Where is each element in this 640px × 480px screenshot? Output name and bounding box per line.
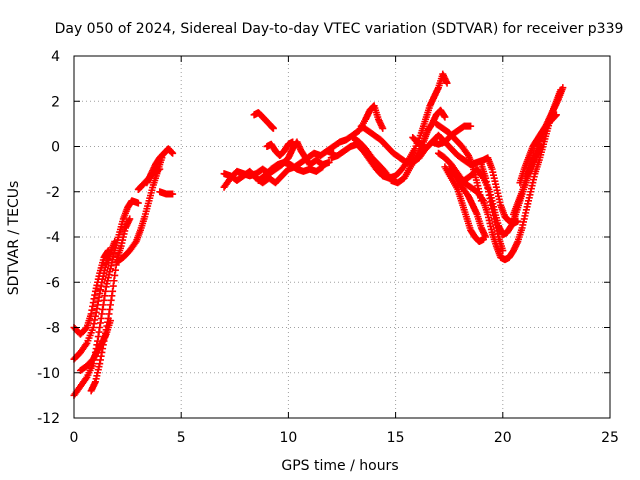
data-point [477,197,485,205]
y-tick-label: 0 [51,140,60,156]
data-point [467,122,475,130]
data-point [289,138,297,146]
data-point [156,165,164,173]
data-point [269,124,277,132]
data-point [82,341,90,349]
x-tick-label: 25 [601,430,619,446]
x-tick-label: 20 [494,430,512,446]
data-point [552,111,560,119]
axis-ticks [73,55,611,419]
y-axis-label: SDTVAR / TECUs [6,181,22,296]
data-point [559,84,567,92]
y-tick-label: -6 [46,275,60,291]
data-point [499,247,507,255]
y-tick-label: -8 [46,321,60,337]
x-axis-label: GPS time / hours [281,458,398,474]
data-point [82,375,90,383]
data-point [104,247,112,255]
y-tick-label: -2 [46,185,60,201]
data-point [319,163,327,171]
y-tick-labels: -12 -10 -8 -6 -4 -2 0 2 4 [37,49,60,427]
data-point [126,215,134,223]
y-tick-label: 2 [51,94,60,110]
data-point [169,190,177,198]
data-point [441,113,449,121]
data-points [70,70,567,399]
data-point [169,149,177,157]
chart-title: Day 050 of 2024, Sidereal Day-to-day VTE… [55,21,624,37]
y-tick-label: -12 [37,411,60,427]
y-tick-label: 4 [51,49,60,65]
x-tick-label: 5 [177,430,186,446]
data-point [111,238,119,246]
x-tick-label: 15 [387,430,405,446]
x-tick-labels: 0 5 10 15 20 25 [70,430,619,446]
x-tick-label: 10 [279,430,297,446]
y-tick-label: -4 [46,230,60,246]
data-point [480,235,488,243]
data-point [443,79,451,87]
data-point [325,158,333,166]
x-tick-label: 0 [70,430,79,446]
y-tick-label: -10 [37,366,60,382]
data-point [379,124,387,132]
data-point [134,199,142,207]
